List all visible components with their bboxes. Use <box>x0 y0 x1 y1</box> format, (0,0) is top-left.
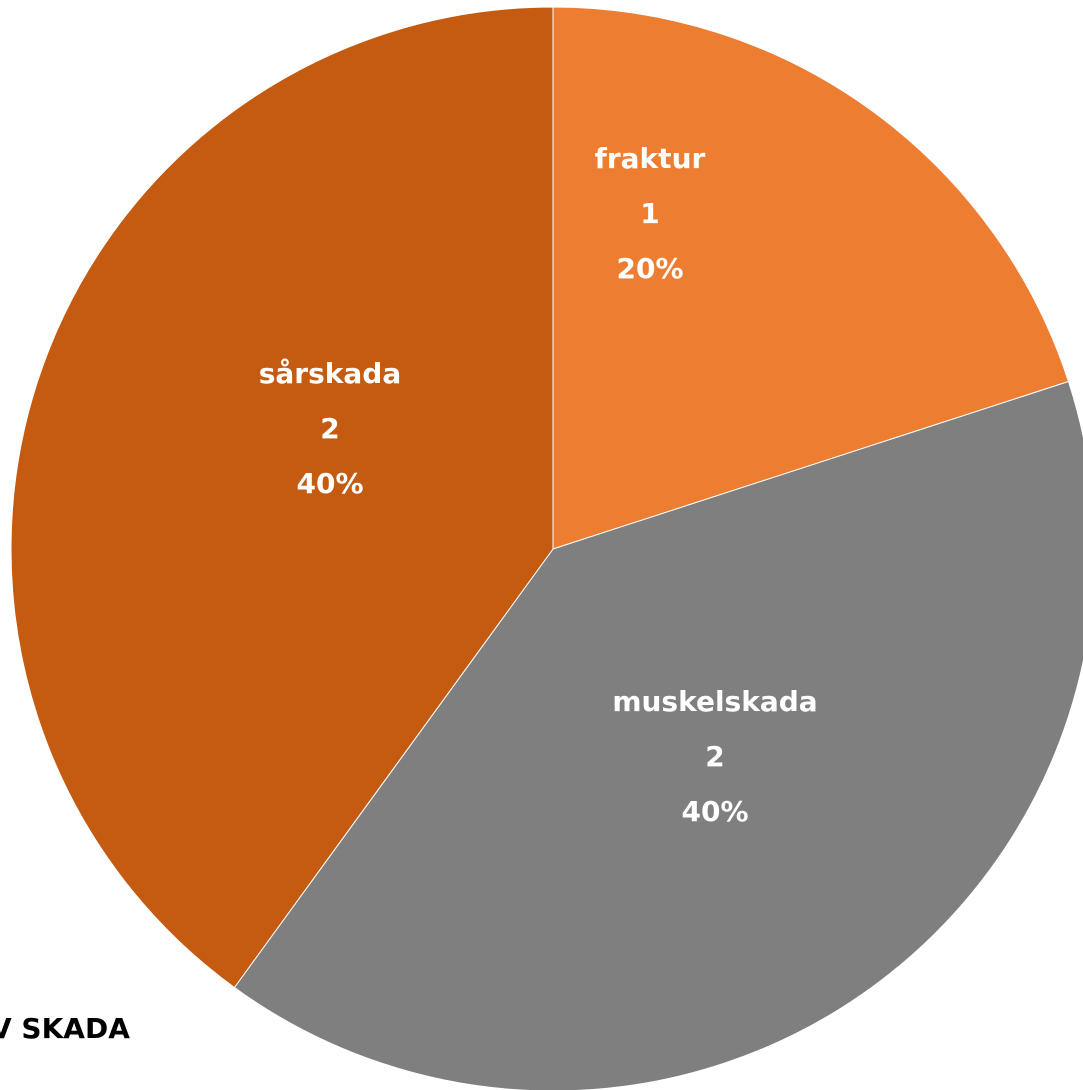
slice-percent-label: 40% <box>681 795 748 828</box>
pie-slice <box>10 6 554 989</box>
slice-percent-label: 40% <box>296 467 363 500</box>
slice-category-label: muskelskada <box>612 685 817 718</box>
labels: fraktur 1 20% muskelskada 2 40% sårskada 2 40% <box>259 142 818 828</box>
slice-value-label: 2 <box>705 740 724 773</box>
slice-value-label: 1 <box>640 197 659 230</box>
pie-slice <box>552 6 1070 550</box>
slice-value-label: 2 <box>320 412 339 445</box>
slices <box>10 6 1083 1090</box>
chart-title: V SKADA <box>0 1012 130 1045</box>
pie-slice <box>233 380 1083 1090</box>
slice-percent-label: 20% <box>616 252 683 285</box>
slice-category-label: sårskada <box>259 357 402 390</box>
slice-category-label: fraktur <box>595 142 706 175</box>
